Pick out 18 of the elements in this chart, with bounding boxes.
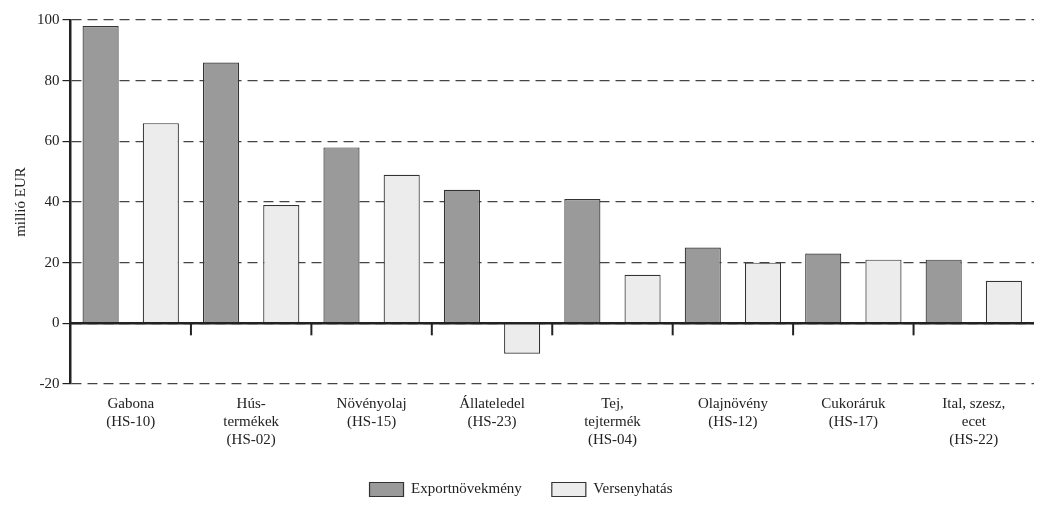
y-tick-label: -20 bbox=[39, 374, 60, 391]
legend-label: Exportnövekmény bbox=[411, 480, 523, 497]
x-tick-label: Olajnövény (HS-12) bbox=[697, 394, 769, 430]
x-tick-label: Növényolaj (HS-15) bbox=[336, 394, 407, 430]
x-tick-label: Ital, szesz, ecet (HS-22) bbox=[942, 394, 1006, 448]
y-tick-label: 100 bbox=[37, 10, 60, 27]
x-tick-label: Cukoráruk (HS-17) bbox=[821, 394, 886, 430]
y-tick-label: 0 bbox=[52, 314, 60, 331]
x-tick-label: Hús- termékek (HS-02) bbox=[223, 394, 280, 448]
y-tick-label: 40 bbox=[44, 192, 60, 209]
y-tick-label: 20 bbox=[44, 253, 60, 270]
y-tick-label: 80 bbox=[44, 71, 60, 88]
x-tick-label: Tej, tejtermék (HS-04) bbox=[584, 394, 642, 448]
x-tick-label: Gabona (HS-10) bbox=[106, 394, 156, 430]
y-tick-label: 60 bbox=[44, 132, 60, 149]
legend-label: Versenyhatás bbox=[593, 480, 673, 497]
x-tick-label: Állateledel (HS-23) bbox=[459, 394, 525, 430]
y-axis-title: millió EUR bbox=[11, 167, 28, 237]
